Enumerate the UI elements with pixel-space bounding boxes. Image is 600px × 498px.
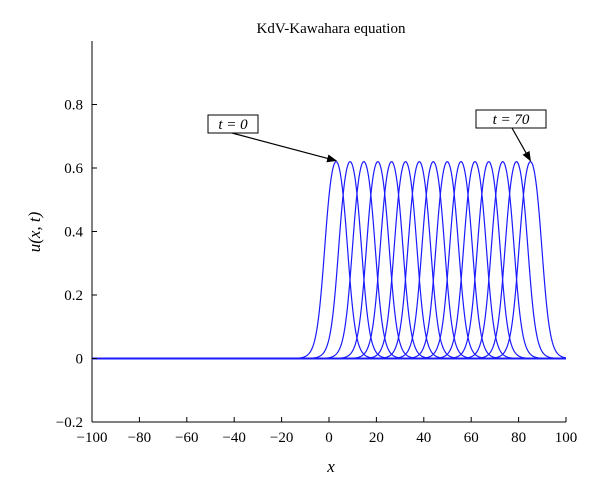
y-tick-label: −0.2 <box>56 415 83 431</box>
y-tick-label: 0.8 <box>64 98 83 114</box>
kdv-kawahara-chart: KdV-Kawahara equation −100 −80 −60 −40 −20 0 2… <box>0 0 600 498</box>
x-tick-label: 100 <box>555 430 578 446</box>
chart-title: KdV-Kawahara equation <box>257 21 406 37</box>
annotation-arrow <box>232 133 336 161</box>
y-tick-label: 0 <box>76 352 84 368</box>
x-tick-label: 60 <box>464 430 479 446</box>
y-tick-label: 0.6 <box>64 161 83 177</box>
x-tick-label: −80 <box>128 430 151 446</box>
x-tick-label: −60 <box>175 430 198 446</box>
x-tick-label: 0 <box>325 430 333 446</box>
axes <box>92 41 566 422</box>
y-axis-label: u(x, t) <box>25 211 44 252</box>
annotation-label: t = 0 <box>218 117 248 133</box>
x-tick-label: 80 <box>511 430 526 446</box>
annotation-arrow <box>512 128 530 161</box>
x-tick-label: −20 <box>270 430 293 446</box>
annotations-group: t = 0 t = 70 <box>208 110 546 161</box>
x-tick-label: 40 <box>416 430 431 446</box>
annotation-label: t = 70 <box>493 112 530 128</box>
x-axis-label: x <box>326 457 335 476</box>
y-tick-label: 0.2 <box>64 288 83 304</box>
x-tick-label: −40 <box>222 430 245 446</box>
ticks-group: −100 −80 −60 −40 −20 0 20 40 60 80 100 −0.2 0 0.2 0.4 0… <box>56 98 577 447</box>
x-tick-label: −100 <box>77 430 108 446</box>
y-tick-label: 0.4 <box>64 225 83 241</box>
x-tick-label: 20 <box>369 430 384 446</box>
series-group <box>92 162 566 359</box>
